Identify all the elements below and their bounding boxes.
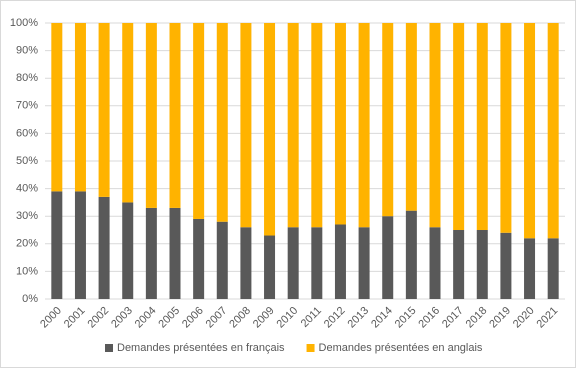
bar-segment [405, 23, 417, 211]
bar-segment [429, 23, 441, 228]
y-tick-label: 40% [16, 183, 38, 195]
bar-segment [524, 238, 536, 299]
bar-segment [169, 207, 181, 299]
bar-segment [98, 196, 110, 299]
bar-segment [216, 23, 228, 222]
bar-segment [264, 235, 276, 299]
bar-segment [51, 191, 63, 299]
bar-segment [476, 230, 488, 299]
bar-segment [169, 23, 181, 208]
bar-segment [51, 23, 63, 192]
legend-label: Demandes présentées en anglais [319, 342, 483, 354]
bar-segment [476, 23, 488, 230]
bar-segment [216, 221, 228, 299]
bar-segment [524, 23, 536, 239]
bar-segment [453, 23, 465, 230]
bar-segment [98, 23, 110, 197]
bar-segment [122, 202, 134, 299]
bar-segment [453, 230, 465, 299]
bar-segment [122, 23, 134, 203]
bar-segment [145, 23, 157, 208]
bar-segment [500, 23, 512, 233]
y-tick-label: 0% [22, 293, 38, 305]
bar-segment [74, 23, 86, 192]
bar-segment [240, 227, 252, 299]
bar-segment [429, 227, 441, 299]
bar-segment [193, 218, 205, 299]
bar-segment [240, 23, 252, 228]
legend-label: Demandes présentées en français [117, 342, 285, 354]
y-tick-label: 90% [16, 45, 38, 57]
bar-segment [547, 238, 559, 299]
legend-swatch [306, 344, 315, 352]
bar-segment [74, 191, 86, 299]
bar-segment [500, 232, 512, 299]
bar-segment [311, 23, 323, 228]
y-tick-label: 100% [10, 17, 38, 29]
y-tick-label: 80% [16, 72, 38, 84]
bar-segment [287, 227, 299, 299]
y-tick-label: 30% [16, 210, 38, 222]
bar-segment [334, 224, 346, 299]
bar-segment [334, 23, 346, 225]
bar-segment [382, 216, 394, 299]
bar-segment [358, 23, 370, 228]
bar-segment [358, 227, 370, 299]
y-tick-label: 50% [16, 155, 38, 167]
bar-segment [287, 23, 299, 228]
y-tick-label: 60% [16, 127, 38, 139]
bar-segment [405, 210, 417, 299]
bar-segment [311, 227, 323, 299]
bar-segment [193, 23, 205, 219]
bar-segment [264, 23, 276, 236]
y-tick-label: 70% [16, 100, 38, 112]
bar-segment [547, 23, 559, 239]
bar-segment [145, 207, 157, 299]
y-tick-label: 20% [16, 238, 38, 250]
bar-segment [382, 23, 394, 217]
legend-swatch [105, 344, 113, 352]
y-tick-label: 10% [16, 265, 38, 277]
